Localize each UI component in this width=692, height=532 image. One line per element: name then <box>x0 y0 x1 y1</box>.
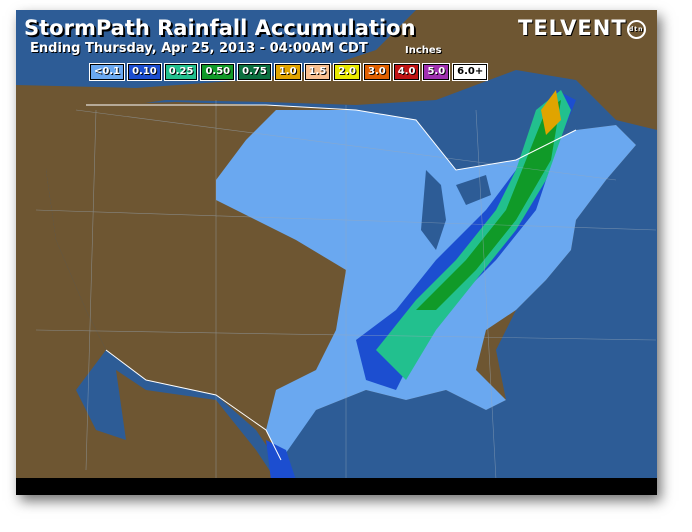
legend-swatch: 0.10 <box>127 63 162 81</box>
units-label: Inches <box>405 45 442 56</box>
legend: <0.1 0.10 0.25 0.50 0.75 1.0 1.5 2.0 3.0 4.0 5.0 6.… <box>88 63 489 81</box>
legend-swatch: 3.0 <box>363 63 391 81</box>
map-canvas <box>16 10 657 495</box>
legend-swatch: 5.0 <box>422 63 451 81</box>
legend-swatch: 0.75 <box>237 63 272 81</box>
legend-swatch: 0.25 <box>163 63 199 81</box>
map-subtitle: Ending Thursday, Apr 25, 2013 - 04:00AM … <box>30 41 368 56</box>
bottom-bar <box>16 478 657 495</box>
legend-swatch: 4.0 <box>392 63 421 81</box>
legend-swatch: 1.5 <box>303 63 332 81</box>
legend-swatch: 2.0 <box>333 63 361 81</box>
dtn-badge: dtn <box>626 19 646 39</box>
dry-land-canada-mexico <box>16 10 657 480</box>
legend-swatch: 1.0 <box>273 63 302 81</box>
telvent-logo: TELVENT dtn <box>518 16 646 40</box>
legend-swatch: 6.0+ <box>452 63 489 81</box>
rainfall-map-frame: StormPath Rainfall Accumulation Ending T… <box>16 10 657 495</box>
peak-rain-spot <box>541 90 561 135</box>
logo-text: TELVENT <box>518 16 627 40</box>
legend-swatch: 0.50 <box>200 63 236 81</box>
map-title: StormPath Rainfall Accumulation <box>24 16 416 40</box>
borders <box>86 104 577 461</box>
graticule <box>35 100 657 481</box>
great-lakes <box>421 170 491 250</box>
legend-swatch: <0.1 <box>88 63 126 81</box>
